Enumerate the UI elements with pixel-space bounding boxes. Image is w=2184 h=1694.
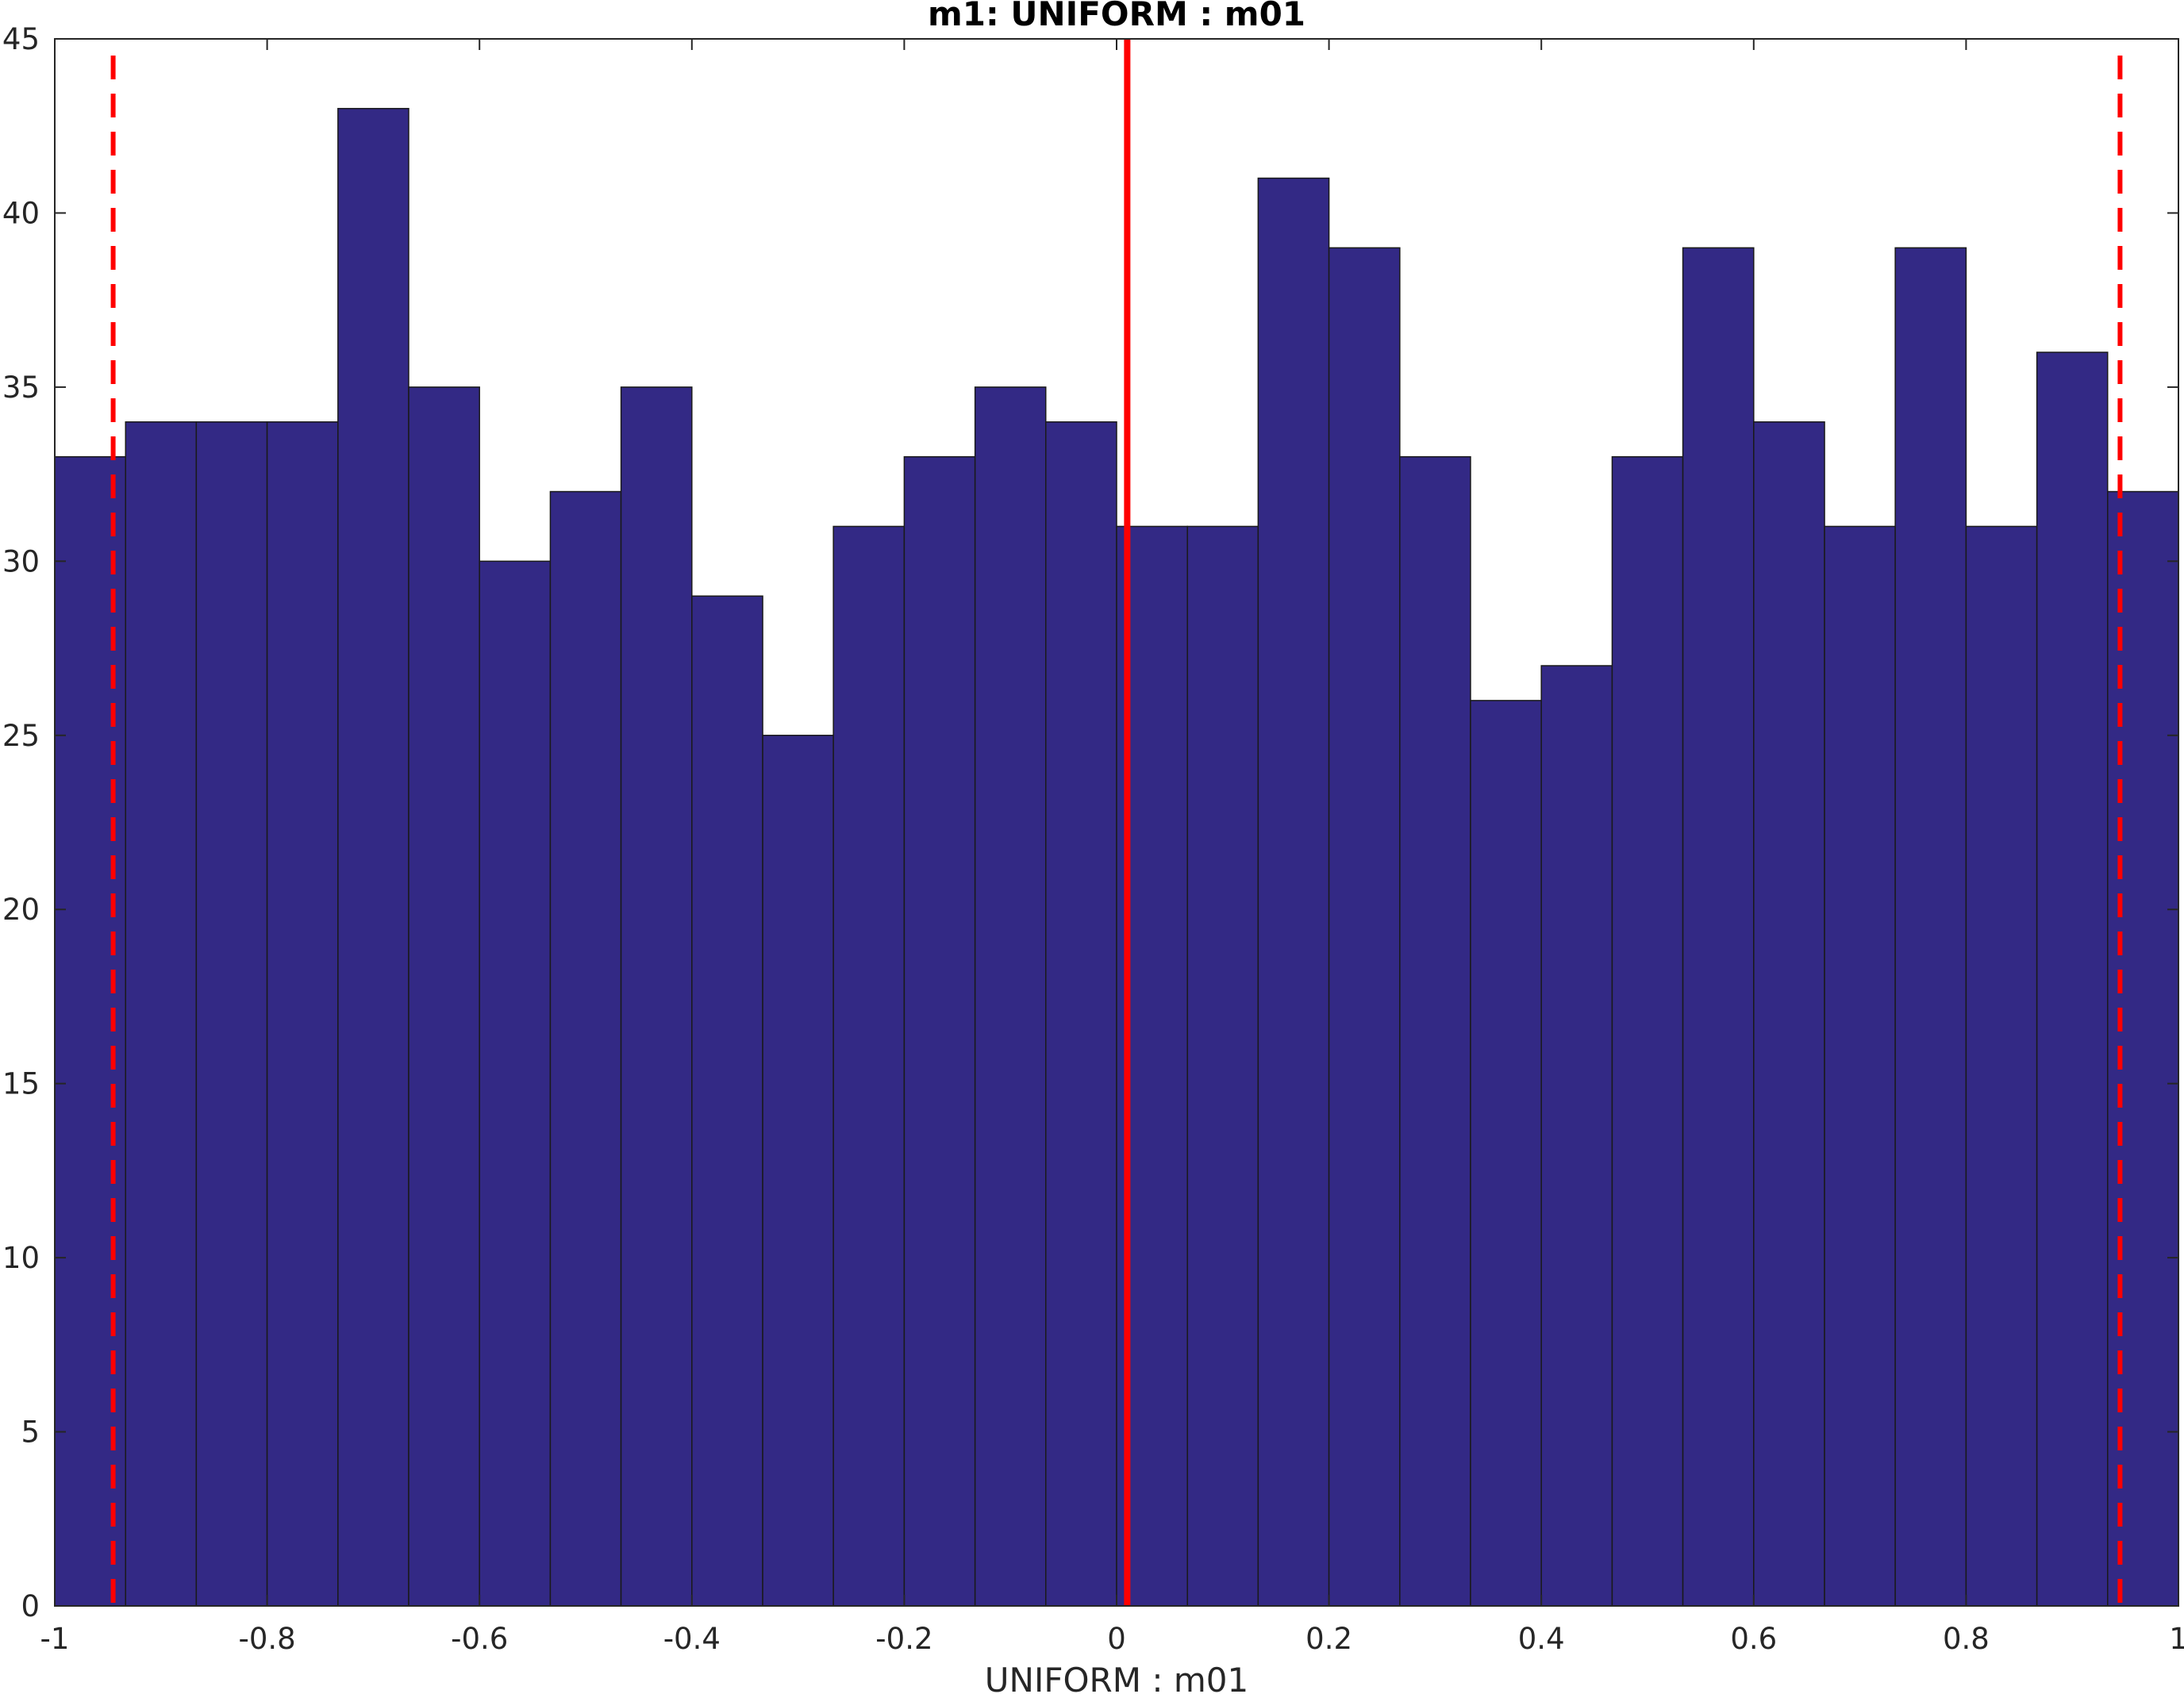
histogram-bar [620,386,693,1607]
y-tick-label: 40 [2,196,40,230]
histogram-bar [1965,525,2038,1607]
histogram-bar [1611,455,1684,1607]
histogram-bar [337,108,410,1607]
x-tick-label: -0.6 [451,1622,508,1656]
chart-title: m1: UNIFORM : m01 [928,0,1305,33]
histogram-bar [195,421,268,1607]
y-tick-label: 5 [21,1416,40,1450]
y-axis-ticks: 0 5 10 15 20 25 30 35 40 45 [2,22,2178,1623]
histogram-bar [1894,247,1967,1607]
histogram-bar [479,560,552,1607]
histogram-bar [1540,665,1613,1607]
y-tick-label: 0 [21,1589,40,1623]
histogram-bar [1328,247,1401,1607]
x-tick-label: 0.2 [1305,1622,1352,1656]
histogram-bar [266,421,339,1607]
x-tick-label: 0.8 [1943,1622,1990,1656]
histogram-bar [903,455,976,1607]
histogram-bar [1045,421,1117,1607]
histogram-bar [1257,177,1330,1607]
x-tick-label: 0.4 [1518,1622,1565,1656]
y-tick-label: 35 [2,371,40,405]
histogram-bar [832,525,906,1607]
y-tick-label: 45 [2,22,40,56]
x-tick-label: -0.8 [238,1622,295,1656]
y-tick-label: 25 [2,719,40,753]
histogram-bar [1470,700,1542,1607]
histogram-bar [1682,247,1755,1607]
x-axis-ticks: -1 -0.8 -0.6 -0.4 -0.2 0 0.2 0.4 0.6 0.8 1 [40,39,2184,1656]
histogram-bar [1186,525,1259,1607]
histogram-bar [1753,421,1825,1607]
bars-layer [54,108,2179,1607]
y-tick-label: 15 [2,1067,40,1101]
histogram-bar [762,735,834,1607]
histogram-bar [1399,455,1471,1607]
histogram-bar [974,386,1047,1607]
y-tick-label: 20 [2,893,40,927]
x-tick-label: -0.4 [663,1622,721,1656]
x-tick-label: 1 [2169,1622,2184,1656]
x-tick-label: 0 [1107,1622,1126,1656]
reference-lines-layer [110,39,2123,1606]
histogram-bar [2036,351,2109,1607]
histogram-bar [125,421,198,1607]
histogram-bar [408,386,480,1607]
histogram-bar [1824,525,1896,1607]
x-tick-label: -1 [40,1622,70,1656]
y-tick-label: 30 [2,544,40,578]
x-tick-label: -0.2 [875,1622,932,1656]
x-tick-label: 0.6 [1730,1622,1777,1656]
histogram-bar [691,595,763,1607]
y-tick-label: 10 [2,1241,40,1275]
histogram-bar [549,490,622,1607]
x-axis-title: UNIFORM : m01 [985,1661,1248,1694]
